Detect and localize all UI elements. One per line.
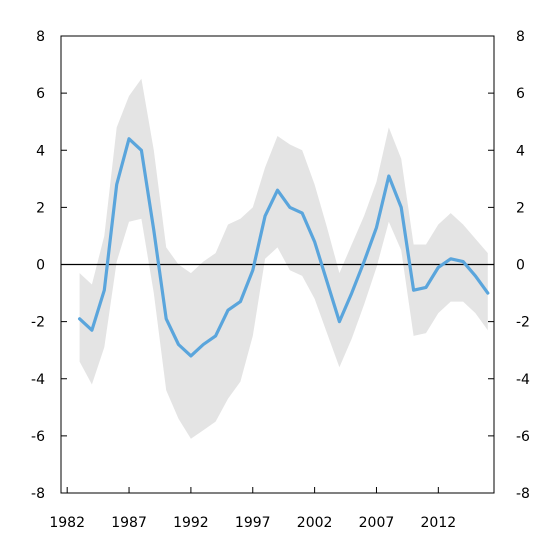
y-tick-label-left: 4 — [36, 143, 45, 159]
y-tick-label-right: -8 — [516, 486, 530, 502]
series-line-0 — [77, 137, 490, 358]
x-tick-label: 2012 — [421, 515, 457, 531]
y-tick-label-left: 0 — [36, 258, 45, 274]
y-tick-label-left: 6 — [36, 86, 45, 102]
y-tick-label-right: -6 — [516, 429, 530, 445]
x-tick-label: 2007 — [359, 515, 395, 531]
x-tick-label: 1992 — [173, 515, 209, 531]
y-tick-label-left: -2 — [31, 315, 45, 331]
x-tick-label: 1987 — [111, 515, 147, 531]
uncertainty-band — [79, 78, 488, 439]
x-tick-label: 1982 — [49, 515, 85, 531]
x-tick-label: 2002 — [297, 515, 333, 531]
y-tick-label-right: 6 — [516, 86, 525, 102]
y-tick-label-left: 8 — [36, 29, 45, 45]
series-layer — [77, 137, 490, 358]
y-tick-label-right: 0 — [516, 258, 525, 274]
y-tick-label-left: -6 — [31, 429, 45, 445]
y-tick-label-left: 2 — [36, 200, 45, 216]
band-layer — [79, 78, 488, 439]
y-tick-label-right: 4 — [516, 143, 525, 159]
y-tick-label-right: -4 — [516, 372, 530, 388]
y-tick-label-left: -4 — [31, 372, 45, 388]
x-tick-label: 1997 — [235, 515, 271, 531]
y-tick-label-right: 8 — [516, 29, 525, 45]
ticks-layer — [61, 35, 494, 494]
y-tick-label-right: -2 — [516, 315, 530, 331]
y-tick-label-right: 2 — [516, 200, 525, 216]
y-tick-label-left: -8 — [31, 486, 45, 502]
